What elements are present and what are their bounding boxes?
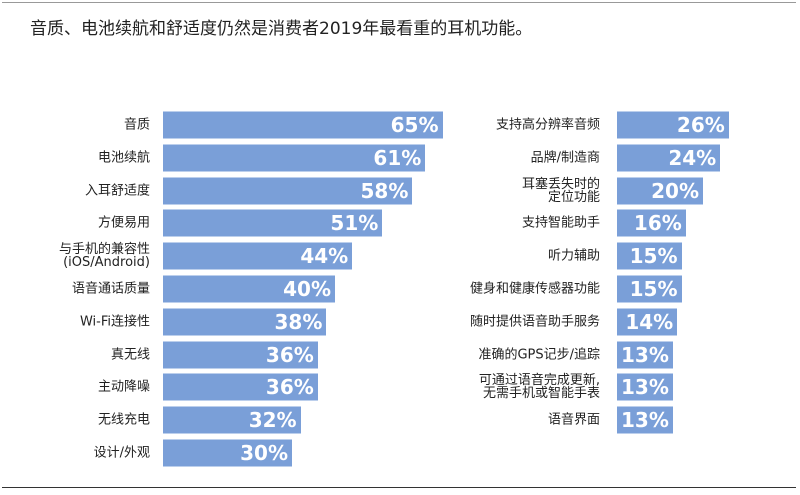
value-label: 14% — [625, 309, 674, 334]
value-label: 13% — [621, 375, 669, 400]
category-label: 准确的GPS记步/追踪 — [478, 347, 600, 363]
value-label: 36% — [265, 375, 314, 400]
bar — [617, 373, 673, 401]
category-label: 与手机的兼容性 (iOS/Android) — [58, 242, 150, 271]
category-label: 方便易用 — [97, 215, 150, 231]
bar — [163, 177, 413, 205]
bar — [163, 275, 335, 303]
category-label: 支持智能助手 — [521, 215, 600, 231]
bar — [163, 144, 426, 172]
frame — [2, 2, 796, 488]
category-label: 随时提供语音助手服务 — [469, 314, 600, 330]
bar — [617, 308, 678, 336]
category-label: 支持高分辨率音频 — [495, 117, 600, 133]
value-label: 20% — [651, 178, 699, 203]
value-label: 58% — [360, 178, 409, 203]
value-label: 16% — [633, 211, 682, 236]
category-label: 耳塞丢失时的 定位功能 — [521, 176, 600, 205]
bar — [163, 373, 318, 401]
value-label: 61% — [373, 145, 422, 170]
bar — [163, 341, 318, 369]
bar — [617, 209, 686, 237]
value-label: 15% — [629, 277, 678, 301]
chart-title: 音质、电池续航和舒适度仍然是消费者2019年最看重的耳机功能。 — [30, 19, 533, 39]
value-label: 24% — [668, 145, 717, 170]
value-label: 40% — [283, 277, 331, 301]
category-label: 真无线 — [110, 347, 150, 363]
category-label: 主动降噪 — [97, 379, 150, 395]
bar — [617, 144, 721, 172]
bar — [617, 111, 729, 139]
bar — [617, 177, 703, 205]
bar — [163, 439, 292, 467]
category-label: 电池续航 — [97, 150, 150, 166]
category-label: 健身和健康传感器功能 — [469, 281, 600, 297]
category-label: 音质 — [123, 117, 150, 133]
value-label: 30% — [240, 441, 288, 465]
value-label: 26% — [676, 113, 725, 137]
value-label: 38% — [274, 309, 323, 334]
value-label: 32% — [248, 408, 297, 433]
bar — [163, 406, 301, 434]
bar — [163, 111, 443, 139]
category-label: 无线充电 — [97, 412, 150, 428]
bar — [163, 242, 353, 270]
category-label: 语音通话质量 — [71, 281, 150, 297]
value-label: 15% — [629, 244, 678, 269]
category-label: 设计/外观 — [93, 445, 150, 461]
bar — [617, 242, 682, 270]
value-label: 13% — [621, 342, 669, 367]
bar — [617, 275, 682, 303]
value-label: 65% — [390, 113, 439, 137]
category-label: 可通过语音完成更新, 无需手机或智能手表 — [478, 373, 600, 402]
category-label: 入耳舒适度 — [84, 183, 150, 199]
value-label: 44% — [300, 244, 349, 269]
value-label: 51% — [330, 211, 379, 236]
bar — [617, 406, 673, 434]
bar — [163, 308, 327, 336]
bar — [163, 209, 383, 237]
value-label: 36% — [265, 342, 314, 367]
value-label: 13% — [621, 408, 669, 433]
category-label: 品牌/制造商 — [530, 150, 600, 166]
category-label: Wi-Fi连接性 — [79, 314, 150, 330]
category-label: 听力辅助 — [547, 248, 600, 264]
bar — [617, 341, 673, 369]
category-label: 语音界面 — [547, 412, 600, 428]
